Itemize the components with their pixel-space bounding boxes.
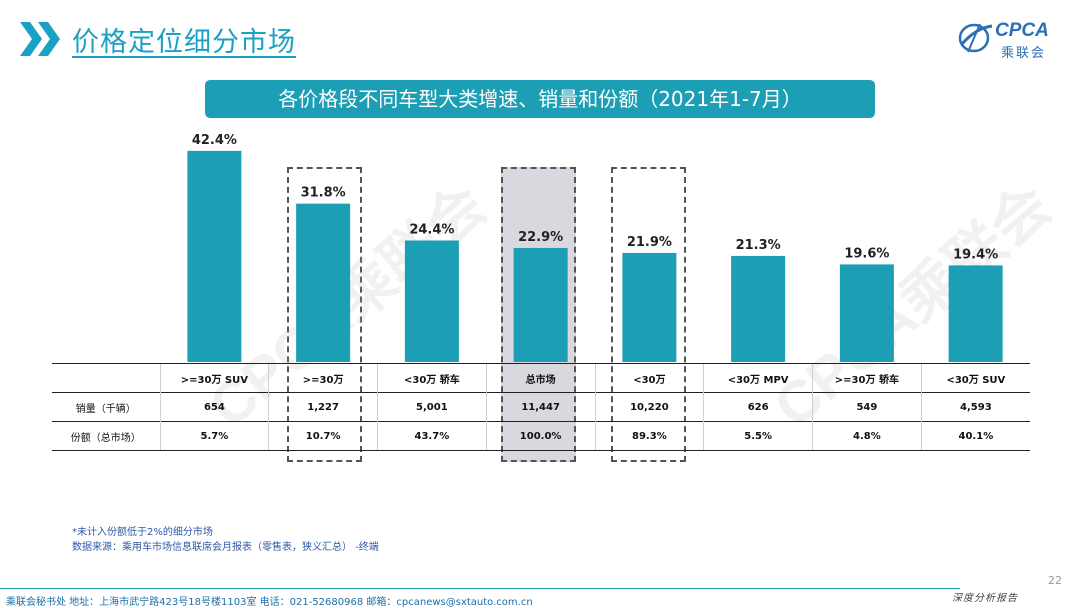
- table-cell: 1,227: [268, 392, 378, 422]
- table-row-sales: 销量（千辆） 654 1,227 5,001 11,447 10,220 626…: [52, 392, 1030, 422]
- table-cell: 10.7%: [268, 421, 378, 451]
- highlight-box-lt30: [611, 167, 686, 462]
- table-header-cell: <30万 MPV: [703, 363, 813, 393]
- footer: 乘联会秘书处 地址：上海市武宁路423号18号楼1103室 电话：021-526…: [0, 588, 1080, 608]
- table-row-share: 份额（总市场） 5.7% 10.7% 43.7% 100.0% 89.3% 5.…: [52, 421, 1030, 451]
- page-title: 价格定位细分市场: [72, 27, 296, 58]
- page-number: 22: [1048, 574, 1062, 587]
- data-label-5: 21.3%: [736, 238, 781, 253]
- table-header-cell: <30万 SUV: [920, 363, 1030, 393]
- logo-text-cn: 乘联会: [1001, 46, 1047, 61]
- data-label-7: 19.4%: [953, 247, 998, 262]
- source-line: 数据来源：乘用车市场信息联席会月报表（零售表，狭义汇总） -终端: [72, 542, 379, 553]
- bar-6: [839, 264, 894, 362]
- data-label-4: 21.9%: [627, 235, 672, 250]
- footer-contact: 乘联会秘书处 地址：上海市武宁路423号18号楼1103室 电话：021-526…: [6, 597, 533, 608]
- bar-4: [622, 252, 677, 362]
- table-header-cell: [52, 363, 160, 393]
- data-table: >=30万 SUV >=30万 <30万 轿车 总市场 <30万 <30万 MP…: [52, 363, 1030, 451]
- data-label-0: 42.4%: [192, 133, 237, 148]
- table-cell: 4.8%: [812, 421, 922, 451]
- table-header-row: >=30万 SUV >=30万 <30万 轿车 总市场 <30万 <30万 MP…: [52, 363, 1030, 393]
- bar-2: [404, 240, 459, 362]
- table-header-cell: >=30万 轿车: [812, 363, 922, 393]
- table-header-cell: >=30万: [268, 363, 378, 393]
- table-cell: 89.3%: [594, 421, 704, 451]
- table-cell: 11,447: [485, 392, 595, 422]
- row-label: 销量（千辆）: [52, 392, 160, 422]
- data-label-1: 31.8%: [301, 186, 346, 201]
- bar-7: [948, 265, 1003, 362]
- bar-chart: 42.4% 31.8% 24.4% 22.9% 21.9% 21.3% 19.6% 19.4%: [187, 133, 1003, 362]
- table-cell: 43.7%: [377, 421, 487, 451]
- bar-5: [731, 255, 786, 362]
- chart-banner-title: 各价格段不同车型大类增速、销量和份额（2021年1-7月）: [205, 80, 875, 118]
- bar-1: [296, 203, 351, 362]
- data-label-2: 24.4%: [409, 222, 454, 237]
- footer-divider: [0, 588, 960, 589]
- table-header-cell: 总市场: [485, 363, 595, 393]
- data-label-6: 19.6%: [844, 246, 889, 261]
- source-notes: *未计入份额低于2%的细分市场 数据来源：乘用车市场信息联席会月报表（零售表，狭…: [72, 525, 379, 555]
- table-cell: 654: [159, 392, 269, 422]
- footer-report-type: 深度分析报告: [952, 593, 1018, 604]
- bar-0: [187, 150, 242, 362]
- table-cell: 5.5%: [703, 421, 813, 451]
- table-cell: 5.7%: [159, 421, 269, 451]
- highlight-box-ge30: [287, 167, 362, 462]
- table-header-cell: <30万: [594, 363, 704, 393]
- table-cell: 5,001: [377, 392, 487, 422]
- data-label-3: 22.9%: [518, 230, 563, 245]
- table-cell: 4,593: [920, 392, 1030, 422]
- table-cell: 549: [812, 392, 922, 422]
- row-label: 份额（总市场）: [52, 421, 160, 451]
- cpca-globe-icon: [958, 23, 993, 53]
- table-cell: 100.0%: [485, 421, 595, 451]
- table-header-cell: >=30万 SUV: [159, 363, 269, 393]
- table-header-cell: <30万 轿车: [377, 363, 487, 393]
- table-cell: 40.1%: [920, 421, 1030, 451]
- note-line: *未计入份额低于2%的细分市场: [72, 527, 213, 538]
- logo-text-en: CPCA: [995, 20, 1049, 41]
- table-cell: 626: [703, 392, 813, 422]
- bar-3: [513, 247, 568, 362]
- double-chevron-icon: [20, 22, 60, 56]
- table-cell: 10,220: [594, 392, 704, 422]
